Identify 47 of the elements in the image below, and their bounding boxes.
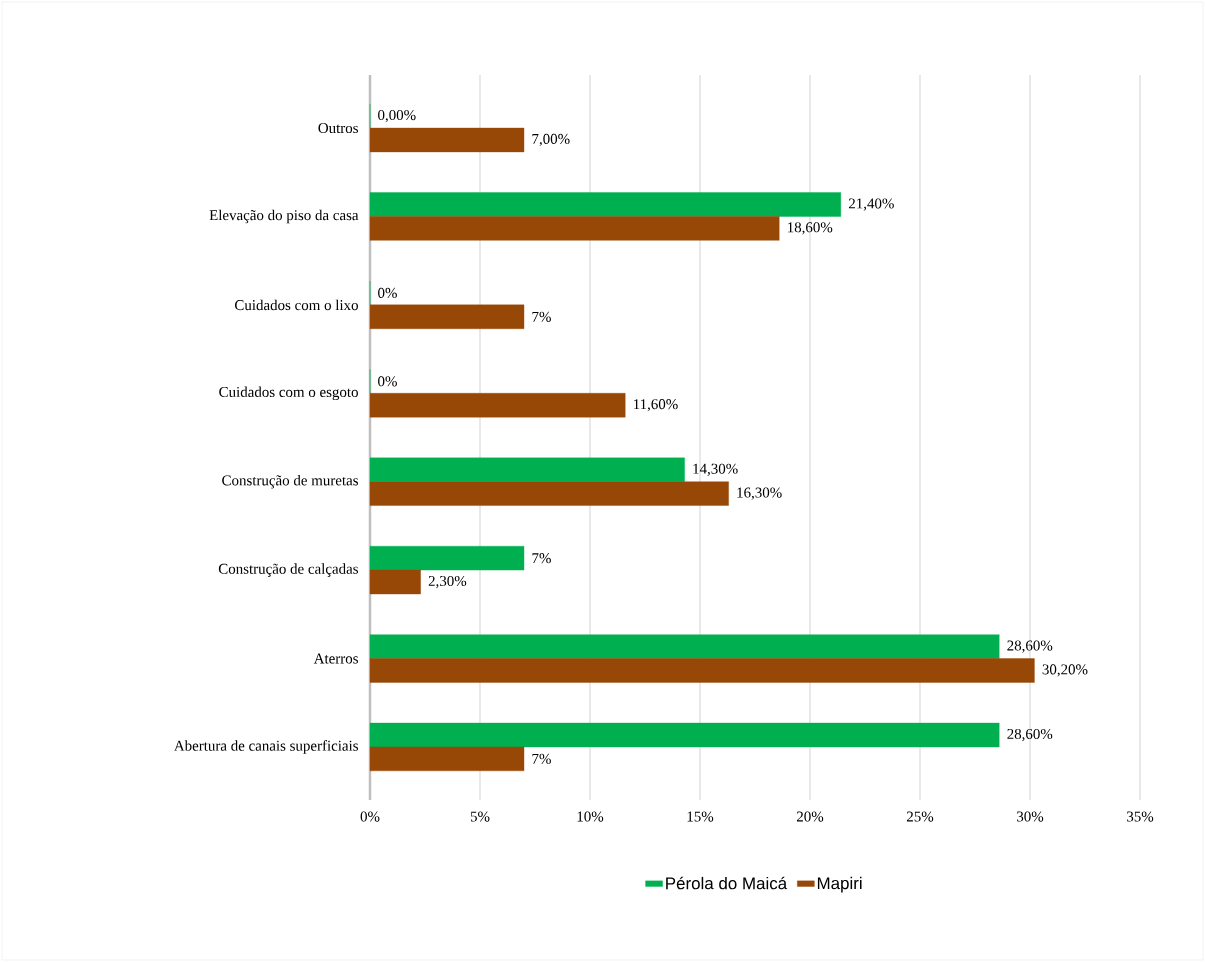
y-tick-label: Construção de calçadas <box>218 563 358 577</box>
bar <box>369 569 421 595</box>
x-tick-label: 0% <box>360 811 380 822</box>
y-tick-label: Abertura de canais superficiais <box>174 740 358 754</box>
x-tick-label: 35% <box>1127 811 1154 822</box>
bar <box>369 546 525 571</box>
bar <box>369 393 626 418</box>
legend-label: Mapiri <box>817 876 862 893</box>
data-label: 7% <box>532 753 551 764</box>
y-tick-label: Elevação do piso da casa <box>209 209 359 224</box>
y-tick-label: Aterros <box>313 653 358 664</box>
bar <box>369 457 685 482</box>
x-tick-label: 5% <box>470 811 490 822</box>
data-label: 7% <box>532 553 551 564</box>
data-label: 2,30% <box>428 575 467 589</box>
bar <box>369 481 729 506</box>
data-label: 21,40% <box>848 198 894 211</box>
y-tick-label: Outros <box>318 123 358 134</box>
data-label: 14,30% <box>693 463 738 476</box>
x-tick-label: 15% <box>687 811 714 822</box>
x-tick-label: 10% <box>577 811 604 822</box>
data-label: 28,60% <box>1007 640 1053 653</box>
data-label: 0,00% <box>378 109 416 123</box>
y-tick-label: Construção de muretas <box>222 474 358 489</box>
x-tick-label: 30% <box>1017 811 1044 822</box>
bar <box>369 722 1000 748</box>
x-tick-label: 20% <box>796 811 824 822</box>
data-label: 0% <box>378 376 397 387</box>
y-tick-label: Cuidados com o esgoto <box>219 386 358 401</box>
data-label: 0% <box>378 287 397 299</box>
bar <box>369 192 842 217</box>
data-label: 30,20% <box>1042 664 1088 677</box>
data-label: 7% <box>532 311 551 322</box>
bar <box>369 216 780 241</box>
bar <box>369 746 525 772</box>
data-label: 28,60% <box>1007 728 1053 742</box>
data-label: 11,60% <box>634 399 678 412</box>
data-label: 18,60% <box>788 222 833 235</box>
y-tick-label: Cuidados com o lixo <box>235 299 358 311</box>
bar <box>369 634 1000 659</box>
bar <box>369 127 525 153</box>
x-tick-label: 25% <box>906 811 934 822</box>
bar <box>369 658 1035 683</box>
data-label: 7,00% <box>532 133 570 147</box>
legend-label: Pérola do Maicá <box>666 876 788 890</box>
bar <box>369 304 525 329</box>
data-label: 16,30% <box>737 487 782 500</box>
